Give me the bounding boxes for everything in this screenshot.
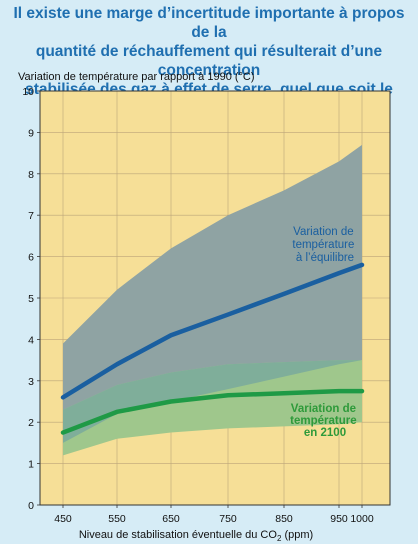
y-tick-label: 4 [28, 334, 34, 346]
y-tick-label: 3 [28, 376, 34, 388]
annotation-2100-line-1: Variation de [291, 403, 356, 415]
y-ticks: 0 1 2 3 4 5 6 7 8 9 10 [22, 86, 40, 512]
y-tick-label: 1 [28, 459, 34, 471]
x-tick-label: 450 [54, 513, 72, 525]
x-axis-label-unit: (ppm) [281, 529, 313, 541]
line-2100 [60, 388, 365, 435]
y-tick-label: 2 [28, 417, 34, 429]
annotation-equilibrium: Variation de température à l’équilibre [292, 226, 357, 264]
x-ticks: 450 550 650 750 850 950 1000 [54, 505, 374, 525]
x-tick-label: 1000 [350, 513, 374, 525]
y-tick-label: 7 [28, 210, 34, 222]
annotation-equilibrium-line-2: température [292, 239, 354, 251]
x-tick-label: 550 [108, 513, 126, 525]
y-tick-label: 10 [22, 86, 34, 98]
y-axis-label: Variation de température par rapport à 1… [18, 71, 255, 83]
band-overlap [63, 360, 362, 443]
y-tick-label: 0 [28, 500, 34, 512]
annotation-2100-line-2: température [290, 415, 356, 427]
y-tick-label: 9 [28, 127, 34, 139]
y-tick-label: 8 [28, 169, 34, 181]
x-tick-label: 750 [219, 513, 237, 525]
x-axis-label-subscript: 2 [277, 534, 282, 543]
x-tick-label: 850 [275, 513, 293, 525]
annotation-2100: Variation de température en 2100 [290, 403, 360, 439]
annotation-2100-line-3: en 2100 [304, 427, 346, 439]
y-tick-label: 6 [28, 252, 34, 264]
x-axis-label: Niveau de stabilisation éventuelle du CO… [79, 529, 313, 543]
title-line-1: Il existe une marge d’incertitude import… [13, 5, 405, 41]
annotation-equilibrium-line-3: à l’équilibre [296, 252, 354, 264]
annotation-equilibrium-line-1: Variation de [293, 226, 354, 238]
y-tick-label: 5 [28, 293, 34, 305]
title-line-2: quantité de réchauffement qui résulterai… [35, 43, 383, 79]
x-axis-label-main: Niveau de stabilisation éventuelle du CO [79, 529, 278, 541]
x-tick-label: 650 [162, 513, 180, 525]
x-tick-label: 950 [330, 513, 348, 525]
line-equilibrium [60, 262, 365, 400]
